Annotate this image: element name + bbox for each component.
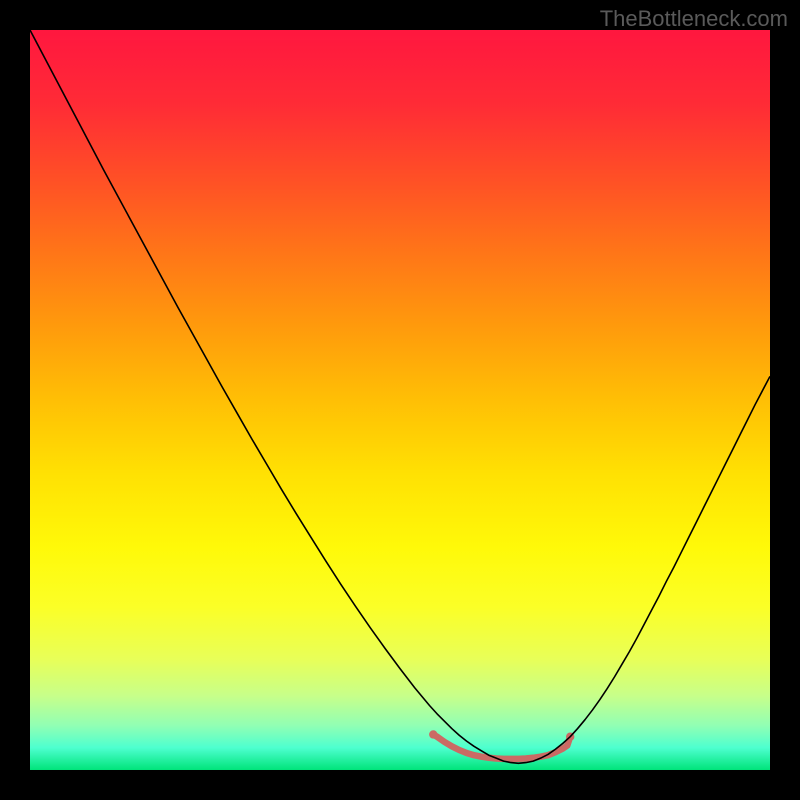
- band-endpoint-dot-0: [429, 730, 437, 738]
- chart-svg: [30, 30, 770, 770]
- watermark-text: TheBottleneck.com: [600, 6, 788, 32]
- chart-container: TheBottleneck.com: [0, 0, 800, 800]
- plot-area: [30, 30, 770, 770]
- gradient-background: [30, 30, 770, 770]
